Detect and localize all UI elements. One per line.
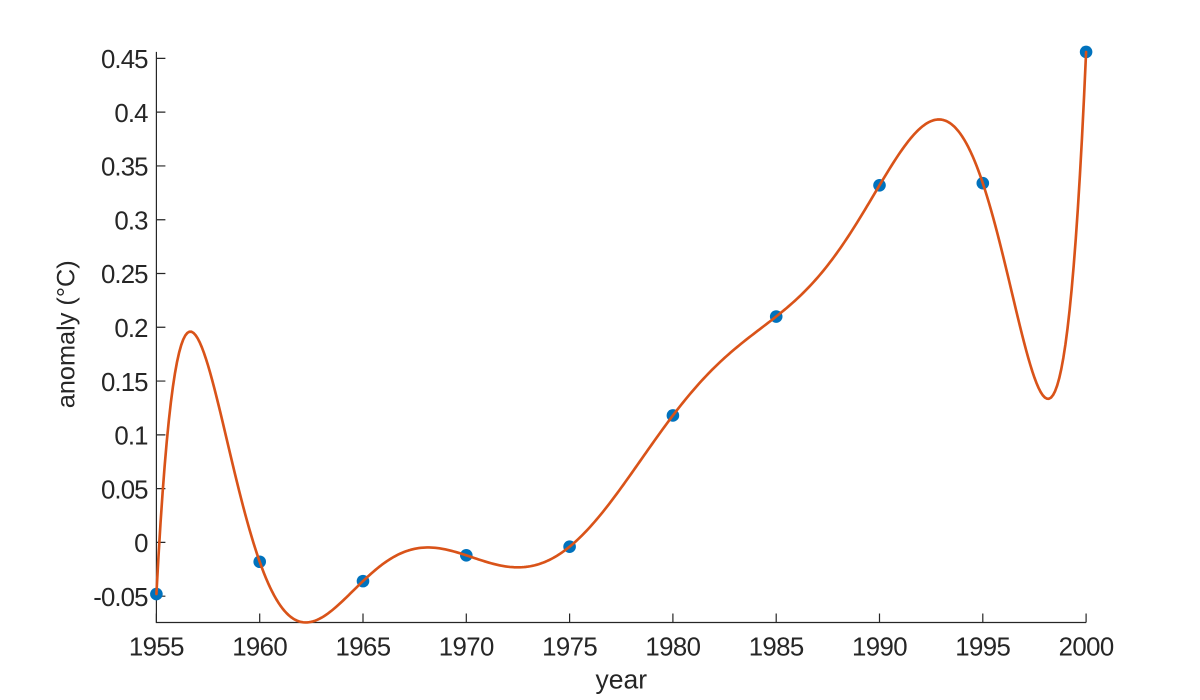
svg-text:0.35: 0.35 <box>101 154 148 182</box>
svg-text:1990: 1990 <box>852 633 907 661</box>
svg-text:1995: 1995 <box>955 633 1010 661</box>
svg-text:0.2: 0.2 <box>114 315 148 343</box>
svg-text:1980: 1980 <box>645 633 700 661</box>
svg-text:-0.05: -0.05 <box>93 584 148 612</box>
svg-text:anomaly (°C): anomaly (°C) <box>53 260 81 408</box>
svg-text:2000: 2000 <box>1059 633 1114 661</box>
svg-text:0.4: 0.4 <box>114 100 148 128</box>
svg-text:0.15: 0.15 <box>101 369 148 397</box>
svg-text:0.05: 0.05 <box>101 476 148 504</box>
svg-text:1960: 1960 <box>232 633 287 661</box>
svg-text:1970: 1970 <box>439 633 494 661</box>
svg-text:1985: 1985 <box>749 633 804 661</box>
svg-text:0.25: 0.25 <box>101 261 148 289</box>
svg-text:1975: 1975 <box>542 633 597 661</box>
svg-text:0: 0 <box>134 530 148 558</box>
svg-text:year: year <box>595 665 647 695</box>
svg-text:0.3: 0.3 <box>114 207 148 235</box>
svg-text:0.1: 0.1 <box>114 423 148 451</box>
svg-text:1965: 1965 <box>336 633 391 661</box>
svg-text:0.45: 0.45 <box>101 46 148 74</box>
svg-text:1955: 1955 <box>129 633 184 661</box>
